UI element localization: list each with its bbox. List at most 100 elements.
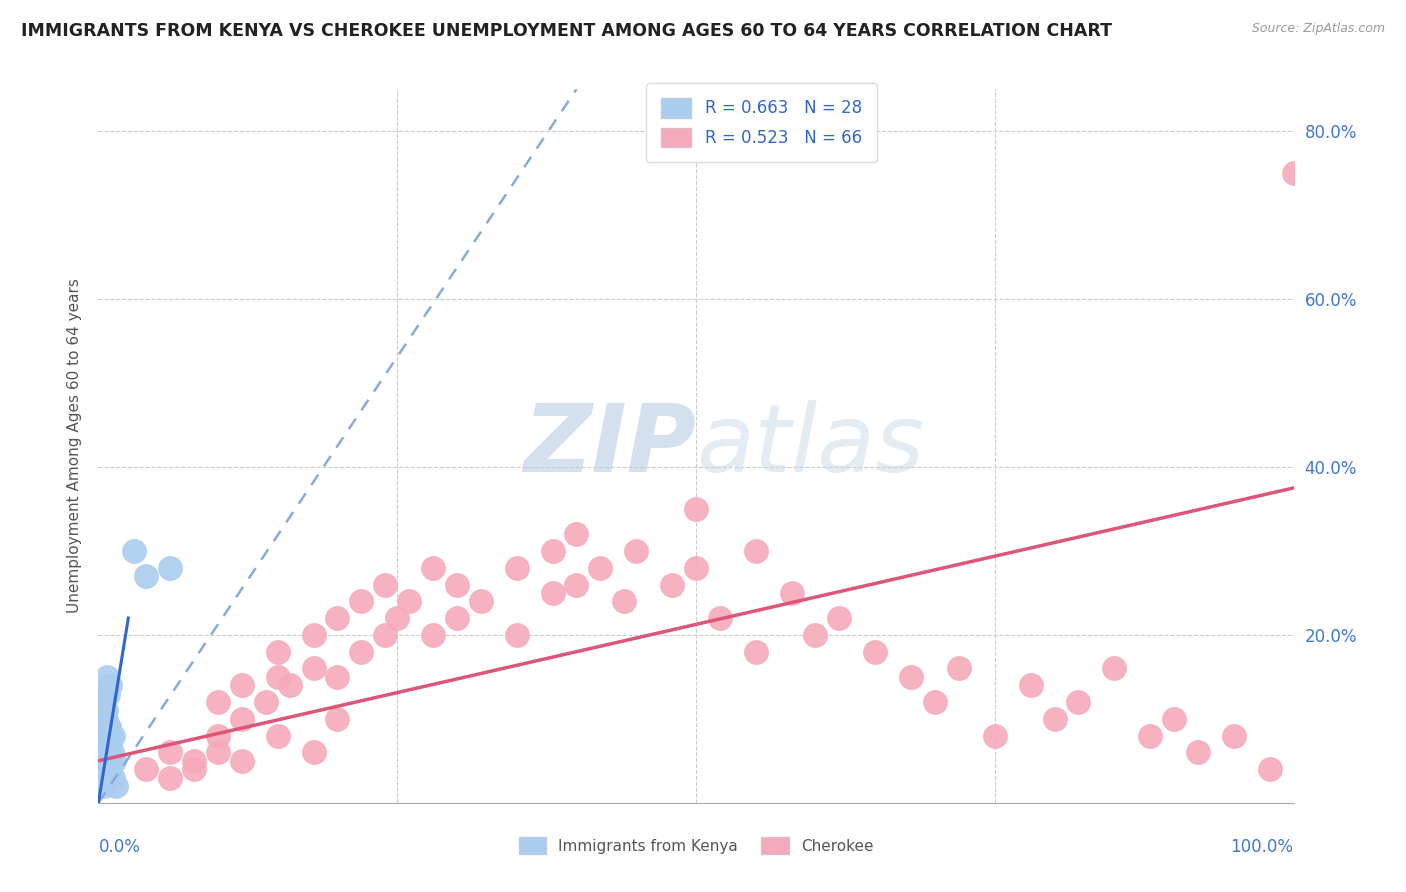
Point [267, 670, 290, 684]
Point [398, 594, 420, 608]
Point [94, 703, 117, 717]
Point [326, 670, 349, 684]
Point [1163, 712, 1185, 726]
Point [159, 771, 181, 785]
Point [93, 695, 115, 709]
Point [207, 746, 229, 760]
Point [183, 762, 205, 776]
Point [267, 645, 290, 659]
Point [780, 586, 803, 600]
Point [374, 577, 396, 591]
Point [231, 678, 253, 692]
Point [96, 737, 118, 751]
Point [98, 720, 121, 734]
Point [254, 695, 277, 709]
Point [101, 729, 124, 743]
Point [924, 695, 946, 709]
Text: ZIP: ZIP [523, 400, 696, 492]
Point [422, 560, 444, 574]
Point [1139, 729, 1161, 743]
Point [267, 729, 290, 743]
Point [541, 586, 564, 600]
Point [1223, 729, 1246, 743]
Point [374, 628, 396, 642]
Point [278, 678, 301, 692]
Point [326, 611, 349, 625]
Point [97, 720, 120, 734]
Point [207, 729, 229, 743]
Point [984, 729, 1007, 743]
Point [105, 779, 128, 793]
Text: Source: ZipAtlas.com: Source: ZipAtlas.com [1251, 22, 1385, 36]
Point [1282, 166, 1305, 180]
Y-axis label: Unemployment Among Ages 60 to 64 years: Unemployment Among Ages 60 to 64 years [66, 278, 82, 614]
Point [385, 611, 409, 625]
Point [506, 628, 529, 642]
Point [98, 762, 122, 776]
Point [94, 712, 117, 726]
Point [302, 628, 325, 642]
Point [745, 645, 768, 659]
Point [804, 628, 827, 642]
Point [589, 560, 612, 574]
Point [626, 544, 648, 558]
Point [100, 746, 122, 760]
Point [231, 712, 253, 726]
Point [661, 577, 683, 591]
Point [745, 544, 768, 558]
Point [98, 754, 122, 768]
Point [93, 729, 115, 743]
Point [709, 611, 731, 625]
Point [97, 687, 120, 701]
Point [101, 771, 124, 785]
Point [541, 544, 564, 558]
Point [97, 746, 120, 760]
Point [506, 560, 529, 574]
Point [124, 544, 146, 558]
Point [98, 678, 122, 692]
Point [94, 771, 117, 785]
Point [865, 645, 887, 659]
Point [470, 594, 492, 608]
Point [135, 762, 157, 776]
Point [96, 670, 118, 684]
Point [1187, 746, 1209, 760]
Point [685, 560, 707, 574]
Point [1104, 661, 1126, 675]
Point [135, 569, 157, 583]
Point [446, 611, 468, 625]
Point [98, 729, 122, 743]
Point [1043, 712, 1066, 726]
Point [98, 737, 121, 751]
Point [422, 628, 444, 642]
Text: 100.0%: 100.0% [1230, 838, 1294, 856]
Point [97, 771, 120, 785]
Point [685, 502, 707, 516]
Point [231, 754, 253, 768]
Point [1067, 695, 1090, 709]
Point [613, 594, 636, 608]
Point [828, 611, 851, 625]
Point [96, 762, 118, 776]
Point [103, 754, 125, 768]
Point [326, 712, 349, 726]
Point [159, 560, 181, 574]
Point [207, 695, 229, 709]
Legend: Immigrants from Kenya, Cherokee: Immigrants from Kenya, Cherokee [506, 824, 886, 866]
Point [948, 661, 970, 675]
Point [565, 577, 588, 591]
Point [93, 779, 115, 793]
Text: atlas: atlas [696, 401, 924, 491]
Point [302, 661, 325, 675]
Point [159, 746, 181, 760]
Point [350, 594, 373, 608]
Text: IMMIGRANTS FROM KENYA VS CHEROKEE UNEMPLOYMENT AMONG AGES 60 TO 64 YEARS CORRELA: IMMIGRANTS FROM KENYA VS CHEROKEE UNEMPL… [21, 22, 1112, 40]
Point [302, 746, 325, 760]
Point [350, 645, 373, 659]
Point [1019, 678, 1042, 692]
Point [565, 527, 588, 541]
Text: 0.0%: 0.0% [98, 838, 141, 856]
Point [183, 754, 205, 768]
Point [1258, 762, 1281, 776]
Point [93, 754, 115, 768]
